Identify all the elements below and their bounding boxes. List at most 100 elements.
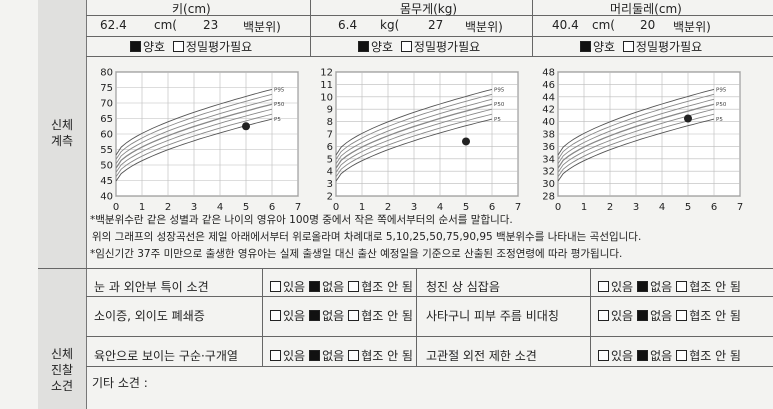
percentile-curve <box>115 108 273 173</box>
x-tick-label: 6 <box>489 202 495 213</box>
x-tick-label: 5 <box>463 202 469 213</box>
option-no-label: 없음 <box>650 280 673 294</box>
height-title: 키(cm) <box>172 2 211 16</box>
option-uncoop-checkbox[interactable] <box>348 350 360 361</box>
recheck-label: 정밀평가필요 <box>635 40 703 54</box>
option-uncoop-checkbox[interactable] <box>676 350 688 361</box>
percentile-curve <box>335 103 493 169</box>
note-preterm: *임신기간 37주 미만으로 출생한 영유아는 실제 출생일 대신 출산 예정일… <box>90 248 623 260</box>
curve-label: P50 <box>274 102 285 108</box>
good-checkbox[interactable] <box>580 41 591 52</box>
finding-right-options: 있음 없음 협조 안 됨 <box>598 307 745 324</box>
y-tick-label: 38 <box>542 130 555 141</box>
x-tick-label: 2 <box>165 202 171 213</box>
option-uncoop-checkbox[interactable] <box>348 310 360 321</box>
curve-label: P95 <box>494 87 505 93</box>
recheck-checkbox[interactable] <box>622 41 634 52</box>
y-tick-label: 55 <box>100 145 113 156</box>
y-tick-label: 75 <box>100 83 113 94</box>
x-tick-label: 3 <box>191 202 197 213</box>
weight-value: 6.4 <box>338 18 358 32</box>
good-label: 양호 <box>593 40 616 54</box>
y-tick-label: 8 <box>327 117 333 128</box>
option-uncoop-checkbox[interactable] <box>676 281 688 292</box>
x-tick-label: 1 <box>359 202 365 213</box>
percentile-curve <box>557 88 715 156</box>
body-measure-label: 신체 계측 <box>38 117 86 149</box>
option-yes-label: 있음 <box>283 309 306 323</box>
option-uncoop-label: 협조 안 됨 <box>689 349 741 363</box>
recheck-checkbox[interactable] <box>400 41 412 52</box>
x-tick-label: 5 <box>685 202 691 213</box>
percentile-curve <box>335 118 493 182</box>
x-tick-label: 2 <box>385 202 391 213</box>
good-checkbox[interactable] <box>130 41 141 52</box>
y-tick-label: 60 <box>100 130 113 141</box>
exam-label-line2: 진찰 <box>50 363 74 377</box>
option-no-label: 없음 <box>322 309 345 323</box>
note-percentile: *백분위수란 같은 성별과 같은 나이의 영유아 100명 중에서 작은 쪽에서… <box>90 214 513 226</box>
option-yes-checkbox[interactable] <box>270 310 281 321</box>
percentile-curve <box>115 88 273 156</box>
y-tick-label: 44 <box>542 92 555 103</box>
exam-label-line3: 소견 <box>50 379 74 393</box>
option-uncoop-label: 협조 안 됨 <box>361 349 413 363</box>
recheck-label: 정밀평가필요 <box>185 40 253 54</box>
y-tick-label: 30 <box>542 179 555 190</box>
x-tick-label: 6 <box>711 202 717 213</box>
y-tick-label: 5 <box>327 154 333 165</box>
option-yes-checkbox[interactable] <box>270 350 281 361</box>
finding-left-label: 눈 과 외안부 특이 소견 <box>94 280 209 294</box>
percentile-curve <box>557 118 715 182</box>
option-yes-checkbox[interactable] <box>598 281 609 292</box>
option-no-checkbox[interactable] <box>309 350 321 361</box>
finding-right-label: 사타구니 피부 주름 비대칭 <box>426 309 559 323</box>
other-findings-label: 기타 소견 : <box>92 376 148 390</box>
option-no-label: 없음 <box>650 349 673 363</box>
finding-right-label: 청진 상 심잡음 <box>426 280 500 294</box>
percentile-curve <box>557 98 715 165</box>
x-tick-label: 7 <box>295 202 301 213</box>
option-no-checkbox[interactable] <box>309 310 321 321</box>
y-tick-label: 40 <box>542 117 555 128</box>
option-yes-checkbox[interactable] <box>598 310 609 321</box>
percentile-curve <box>557 103 715 169</box>
finding-left-options: 있음 없음 협조 안 됨 <box>270 347 417 364</box>
y-tick-label: 7 <box>327 130 333 141</box>
option-no-checkbox[interactable] <box>309 281 321 292</box>
exam-label: 신체 진찰 소견 <box>38 346 86 394</box>
option-yes-checkbox[interactable] <box>270 281 281 292</box>
option-no-label: 없음 <box>650 309 673 323</box>
y-tick-label: 34 <box>542 154 555 165</box>
other-findings-input[interactable] <box>188 372 758 392</box>
head-unit: cm( <box>592 18 615 32</box>
head-value: 40.4 <box>552 18 579 32</box>
y-tick-label: 9 <box>327 105 333 116</box>
section-label-column <box>38 0 87 409</box>
option-yes-checkbox[interactable] <box>598 350 609 361</box>
y-tick-label: 36 <box>542 142 555 153</box>
option-no-checkbox[interactable] <box>637 350 649 361</box>
finding-left-options: 있음 없음 협조 안 됨 <box>270 278 417 295</box>
x-tick-label: 1 <box>581 202 587 213</box>
option-uncoop-checkbox[interactable] <box>348 281 360 292</box>
option-uncoop-checkbox[interactable] <box>676 310 688 321</box>
percentile-curve <box>335 88 493 156</box>
y-tick-label: 10 <box>320 92 333 103</box>
y-tick-label: 11 <box>320 80 333 91</box>
good-checkbox[interactable] <box>358 41 369 52</box>
x-tick-label: 1 <box>139 202 145 213</box>
option-no-checkbox[interactable] <box>637 310 649 321</box>
x-tick-label: 7 <box>737 202 743 213</box>
option-no-checkbox[interactable] <box>637 281 649 292</box>
recheck-checkbox[interactable] <box>172 41 184 52</box>
measurement-point <box>462 137 470 146</box>
y-tick-label: 40 <box>100 192 113 203</box>
x-tick-label: 0 <box>113 202 119 213</box>
y-tick-label: 32 <box>542 167 555 178</box>
option-no-label: 없음 <box>322 280 345 294</box>
curve-label: P5 <box>494 117 501 123</box>
finding-right-options: 있음 없음 협조 안 됨 <box>598 278 745 295</box>
